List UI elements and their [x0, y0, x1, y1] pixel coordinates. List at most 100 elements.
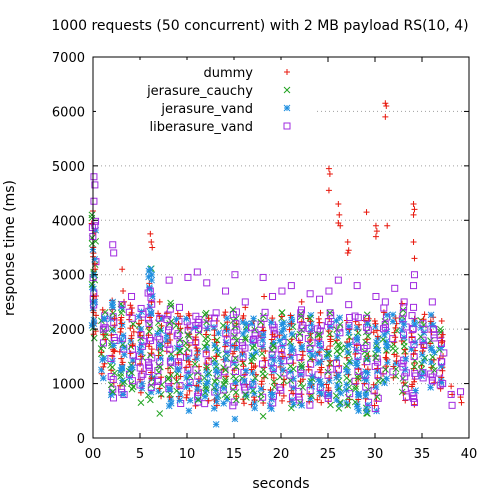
jerasure-vand-point [211, 359, 219, 367]
liberasure-vand-point [107, 373, 115, 381]
jerasure-vand-point [201, 393, 209, 400]
jerasure-vand-point [148, 271, 156, 279]
chart-title: 1000 requests (50 concurrent) with 2 MB … [51, 18, 469, 34]
jerasure-cauchy-point [109, 309, 117, 317]
liberasure-vand-point [90, 173, 98, 181]
jerasure-vand-point [308, 351, 316, 359]
x-axis-label: seconds [252, 476, 310, 492]
liberasure-vand-point [363, 342, 371, 350]
jerasure-cauchy-point [165, 374, 173, 382]
liberasure-vand-point [156, 335, 164, 343]
jerasure-vand-point [344, 348, 352, 356]
dummy-point [399, 300, 406, 307]
jerasure-vand-point [418, 350, 426, 358]
dummy-point [119, 359, 126, 366]
jerasure-vand-point [157, 354, 164, 362]
dummy-point [439, 331, 446, 338]
jerasure-cauchy-point [145, 328, 153, 335]
jerasure-vand-point [163, 336, 171, 344]
jerasure-cauchy-point [221, 378, 229, 386]
jerasure-cauchy-point [326, 330, 333, 338]
jerasure-cauchy-point [363, 355, 370, 363]
dummy-point [175, 320, 182, 327]
jerasure-cauchy-point [182, 339, 190, 347]
jerasure-cauchy-point [421, 354, 429, 362]
liberasure-vand-point [204, 358, 212, 366]
jerasure-cauchy-point [129, 320, 137, 328]
dummy-point [128, 332, 135, 339]
jerasure-vand-point [345, 323, 353, 330]
jerasure-vand-point [290, 375, 297, 382]
dummy-point [318, 369, 325, 376]
dummy-point [118, 320, 125, 327]
dummy-point [325, 327, 332, 334]
dummy-point [392, 314, 399, 321]
jerasure-vand-point [250, 390, 258, 397]
dummy-point [438, 339, 445, 346]
dummy-point [193, 382, 200, 389]
jerasure-vand-point [287, 353, 295, 361]
jerasure-vand-point [191, 324, 199, 331]
dummy-point [402, 397, 409, 404]
dummy-point [130, 328, 137, 335]
liberasure-vand-point [363, 314, 371, 322]
dummy-point [167, 337, 174, 344]
liberasure-vand-point [297, 309, 305, 317]
dummy-point [261, 293, 268, 300]
liberasure-vand-point [99, 339, 107, 347]
jerasure-cauchy-point [167, 299, 174, 307]
dummy-point [231, 367, 238, 374]
dummy-point [186, 387, 193, 394]
jerasure-cauchy-point [298, 363, 306, 371]
jerasure-cauchy-point [299, 384, 307, 391]
jerasure-vand-point [270, 356, 278, 364]
dummy-point [146, 280, 153, 287]
jerasure-vand-point [259, 336, 267, 344]
jerasure-cauchy-point [119, 380, 127, 387]
dummy-point [371, 402, 378, 409]
jerasure-vand-point [98, 366, 105, 374]
dummy-point [148, 239, 155, 246]
jerasure-vand-point [91, 256, 98, 263]
jerasure-vand-point [383, 341, 390, 349]
liberasure-vand-point [419, 320, 427, 328]
dummy-point [119, 266, 126, 273]
jerasure-vand-point [156, 342, 164, 349]
jerasure-vand-point [286, 321, 294, 328]
jerasure-cauchy-point [354, 374, 362, 382]
series-jerasure-vand [90, 265, 371, 428]
jerasure-vand-point [90, 316, 98, 324]
dummy-point [261, 364, 268, 371]
jerasure-vand-point [120, 351, 128, 359]
jerasure-vand-point [214, 369, 221, 376]
series-dummy [90, 100, 465, 406]
jerasure-vand-point [220, 384, 228, 392]
dummy-point [276, 332, 283, 339]
jerasure-cauchy-point [128, 385, 136, 393]
jerasure-cauchy-point [296, 330, 304, 338]
dummy-point [372, 222, 379, 229]
liberasure-vand-point [229, 402, 237, 410]
dummy-point [298, 298, 305, 305]
jerasure-cauchy-point [219, 322, 227, 329]
dummy-point [279, 353, 286, 360]
jerasure-vand-point [298, 401, 306, 409]
liberasure-vand-point [372, 292, 380, 300]
liberasure-vand-point [346, 313, 354, 321]
liberasure-vand-point [101, 324, 109, 332]
dummy-point [177, 373, 184, 380]
liberasure-vand-point [307, 360, 315, 368]
dummy-point [374, 333, 381, 340]
jerasure-vand-point [176, 396, 184, 404]
liberasure-vand-point [145, 319, 153, 327]
liberasure-vand-point [192, 312, 200, 320]
jerasure-cauchy-point [335, 404, 343, 412]
liberasure-vand-point [270, 323, 278, 331]
jerasure-vand-point [167, 399, 175, 407]
liberasure-vand-point [411, 369, 419, 377]
liberasure-vand-point [173, 332, 181, 340]
x-tick-label: 5 [136, 447, 144, 462]
jerasure-vand-point [185, 407, 193, 415]
liberasure-vand-point [408, 312, 416, 320]
